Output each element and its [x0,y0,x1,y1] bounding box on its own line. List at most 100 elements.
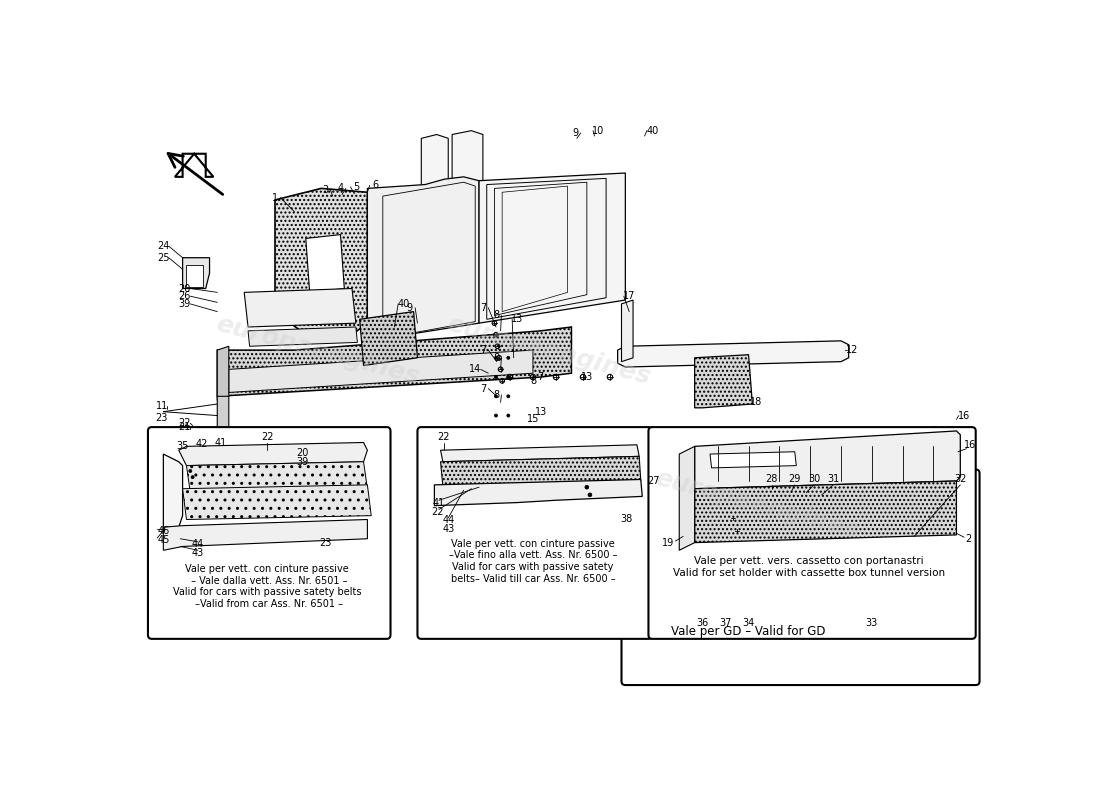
Polygon shape [440,456,640,486]
Text: 16: 16 [958,410,970,421]
Polygon shape [306,234,344,292]
Polygon shape [745,535,834,612]
Polygon shape [163,519,367,550]
Polygon shape [860,550,891,590]
Text: 36: 36 [696,618,708,629]
Polygon shape [218,396,229,435]
Polygon shape [680,446,695,550]
Polygon shape [175,154,213,177]
Polygon shape [218,346,229,400]
Circle shape [191,476,195,478]
Text: 26: 26 [178,291,191,302]
Text: 15: 15 [527,414,539,424]
Text: Vale per vett. vers. cassetto con portanastri
Valid for set holder with cassette: Vale per vett. vers. cassetto con portan… [672,557,945,578]
Polygon shape [163,454,183,527]
Polygon shape [244,289,356,327]
Polygon shape [695,431,960,489]
Text: 31: 31 [827,474,839,485]
Text: 22: 22 [178,418,191,428]
Polygon shape [711,452,796,468]
Text: 27: 27 [647,476,659,486]
Polygon shape [649,504,703,527]
FancyBboxPatch shape [649,427,976,639]
Text: 20: 20 [178,283,191,294]
Text: 33: 33 [866,618,878,629]
Text: 35: 35 [176,442,189,451]
FancyBboxPatch shape [147,427,390,639]
Polygon shape [637,519,695,612]
Text: 24: 24 [157,241,169,251]
Text: 39: 39 [296,457,308,466]
Circle shape [495,414,497,417]
Polygon shape [695,512,772,612]
Text: 4: 4 [338,183,343,194]
Circle shape [507,414,510,417]
Text: 20: 20 [296,447,308,458]
Text: 40: 40 [646,126,659,136]
Text: 1: 1 [272,193,278,202]
Polygon shape [249,327,358,346]
Text: 38: 38 [620,514,632,525]
Circle shape [189,470,191,473]
Polygon shape [621,300,634,362]
Text: 13: 13 [535,406,547,417]
Text: 25: 25 [157,253,169,262]
Text: 8: 8 [493,390,499,400]
Polygon shape [178,442,367,466]
Polygon shape [218,327,572,396]
Polygon shape [434,479,642,506]
Text: 13: 13 [581,372,593,382]
Text: 7: 7 [480,345,486,355]
Text: 41: 41 [433,498,446,507]
Polygon shape [480,173,625,323]
Polygon shape [183,258,209,289]
Polygon shape [440,445,639,462]
Text: 30: 30 [807,474,821,485]
Text: 29: 29 [789,474,801,485]
Text: 41: 41 [214,438,228,447]
Polygon shape [367,177,480,338]
Text: 16: 16 [965,440,977,450]
Polygon shape [618,341,849,367]
Polygon shape [772,486,825,578]
Text: 9: 9 [407,302,412,313]
Circle shape [495,375,497,378]
Text: 42: 42 [196,439,208,449]
Text: 5: 5 [353,182,359,192]
Text: 13: 13 [512,314,524,324]
Text: 7: 7 [538,372,543,382]
Text: 8: 8 [493,310,499,321]
Text: 39: 39 [179,299,191,309]
Polygon shape [695,354,752,408]
Text: 8: 8 [530,376,536,386]
Text: europaengines: europaengines [444,311,652,389]
Text: 43: 43 [443,524,455,534]
Text: 7: 7 [480,302,486,313]
Polygon shape [186,266,204,287]
Polygon shape [183,485,372,519]
Polygon shape [749,485,757,512]
Text: 22: 22 [438,432,450,442]
Polygon shape [849,526,917,600]
Circle shape [495,394,497,398]
Polygon shape [360,312,418,366]
Text: 34: 34 [742,618,755,629]
Text: 2: 2 [965,534,971,544]
Text: 14: 14 [469,364,482,374]
Text: 32: 32 [954,474,967,485]
Text: 28: 28 [766,474,778,485]
Text: 23: 23 [155,413,168,423]
Text: Vale per GD – Valid for GD: Vale per GD – Valid for GD [671,625,826,638]
Polygon shape [421,134,449,281]
Circle shape [507,375,510,378]
Text: 37: 37 [719,618,732,629]
Circle shape [507,394,510,398]
Text: 10: 10 [592,126,605,136]
Text: 3: 3 [322,185,328,195]
Text: 6: 6 [372,180,378,190]
Text: 11: 11 [156,402,168,411]
Polygon shape [695,481,957,542]
Circle shape [588,493,592,497]
Text: 12: 12 [846,345,859,355]
Text: 21: 21 [178,422,191,432]
